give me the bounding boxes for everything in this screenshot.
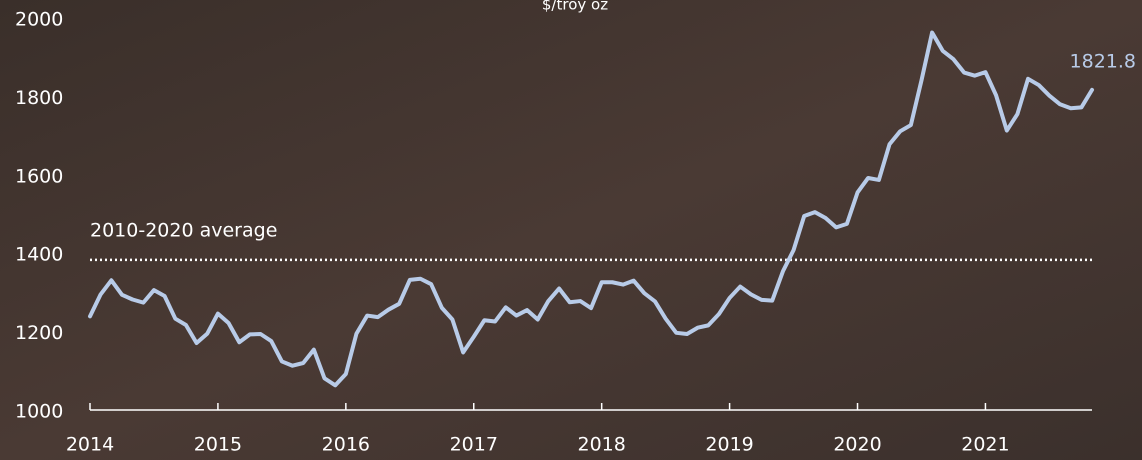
subtitle: $/troy oz bbox=[542, 0, 608, 14]
end-value-label: 1821.8 bbox=[1070, 50, 1136, 72]
chart: $/troy oz 1000 1200 1400 1600 1800 2000 2014 20… bbox=[0, 0, 1142, 460]
x-tick-label: 2020 bbox=[833, 434, 881, 456]
x-tick-label: 2015 bbox=[194, 434, 242, 456]
x-tick-label: 2019 bbox=[705, 434, 753, 456]
x-tick-label: 2021 bbox=[961, 434, 1009, 456]
x-tick-label: 2018 bbox=[578, 434, 626, 456]
y-tick-label: 2000 bbox=[15, 9, 63, 31]
y-tick-label: 1600 bbox=[15, 165, 63, 187]
y-tick-label: 1000 bbox=[15, 401, 63, 423]
y-tick-label: 1400 bbox=[15, 244, 63, 266]
y-tick-label: 1800 bbox=[15, 87, 63, 109]
y-tick-label: 1200 bbox=[15, 322, 63, 344]
x-tick-label: 2016 bbox=[322, 434, 370, 456]
x-tick-label: 2014 bbox=[66, 434, 114, 456]
x-tick-label: 2017 bbox=[450, 434, 498, 456]
average-label: 2010-2020 average bbox=[90, 219, 277, 241]
